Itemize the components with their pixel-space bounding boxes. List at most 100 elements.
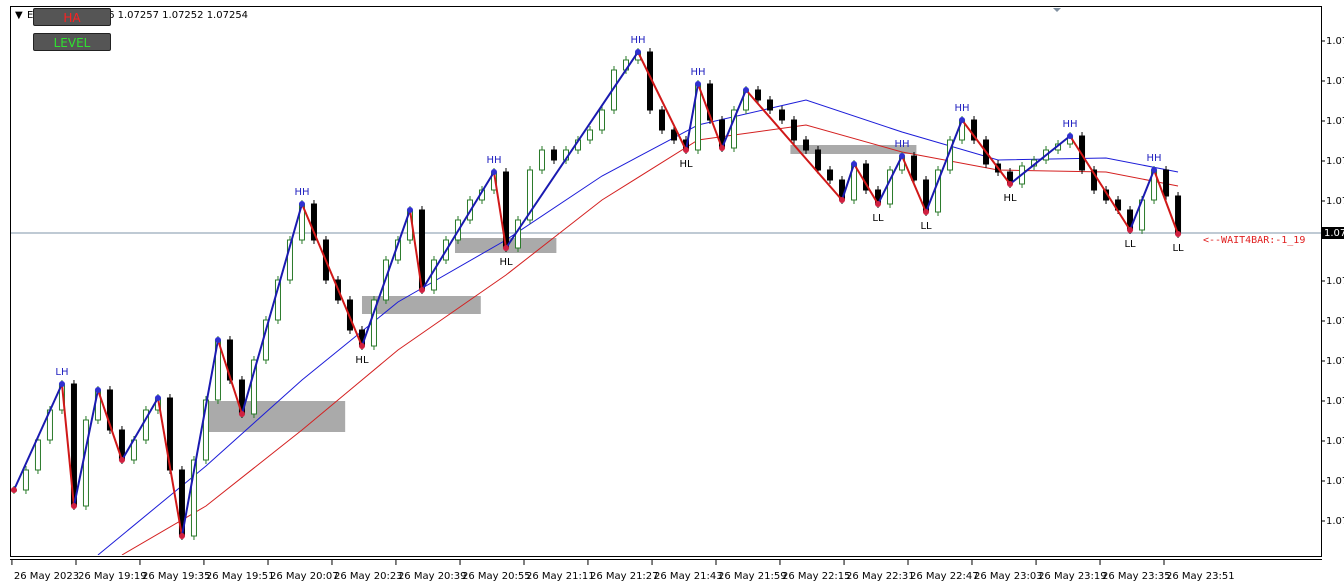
- candle: [815, 149, 822, 171]
- candle: [731, 109, 738, 149]
- zigzag-leg: [925, 119, 963, 213]
- pivot-label: LL: [1172, 243, 1184, 254]
- pivot-label: HH: [294, 187, 309, 198]
- candle: [346, 299, 353, 331]
- candle: [538, 149, 545, 171]
- zigzag-leg: [685, 83, 699, 151]
- y-tick-label: 1.07: [1326, 316, 1344, 327]
- x-tick-label: 26 May 21:59: [718, 571, 787, 582]
- candle: [755, 89, 762, 101]
- level-button[interactable]: LEVEL: [33, 33, 111, 51]
- ha-button[interactable]: HA: [33, 8, 111, 26]
- x-tick-label: 26 May 19:35: [142, 571, 211, 582]
- candle: [671, 129, 678, 141]
- candle: [22, 469, 29, 491]
- pivot: [875, 201, 882, 207]
- pivot-label: LL: [920, 221, 932, 232]
- pivot: [358, 343, 365, 349]
- ohlc-info: 7256 1.07257 1.07252 1.07254: [89, 10, 248, 21]
- zigzag-leg: [408, 209, 423, 291]
- pivot-label: HH: [1063, 119, 1078, 130]
- pivot-label: HL: [679, 159, 693, 170]
- candle: [586, 129, 593, 141]
- zigzag-leg: [13, 383, 63, 491]
- candle: [82, 419, 89, 507]
- candle: [310, 203, 317, 241]
- candle: [598, 109, 605, 131]
- pivot: [70, 503, 77, 509]
- pivot: [1127, 227, 1134, 233]
- zigzag-leg: [1129, 169, 1155, 231]
- pivot: [1151, 167, 1158, 173]
- pivot: [683, 147, 690, 153]
- plot-area: <--WAIT4BAR:-1_19 LH HH HL HH HL HH HL HH LL HH LL H…: [11, 35, 1321, 555]
- x-tick-label: 26 May 20:55: [462, 571, 531, 582]
- pivot: [154, 395, 161, 401]
- price-label-box: [1322, 227, 1344, 239]
- y-tick-label: 1.07: [1326, 196, 1344, 207]
- zigzag-leg: [301, 203, 363, 347]
- x-tick-label: 26 May 21:43: [654, 571, 723, 582]
- pivot: [1067, 133, 1074, 139]
- pivot: [406, 207, 413, 213]
- pivot-label: HH: [486, 155, 501, 166]
- candle: [142, 409, 149, 441]
- zigzag-leg: [97, 389, 123, 461]
- pivot: [923, 209, 930, 215]
- pivot-label: LL: [1124, 239, 1136, 250]
- x-tick-label: 26 May 23:35: [1102, 571, 1171, 582]
- y-tick-label: 1.07: [1326, 356, 1344, 367]
- pivot: [1175, 231, 1182, 237]
- candle: [526, 169, 533, 221]
- y-tick-label: 1.07: [1326, 516, 1344, 527]
- zigzag-leg: [361, 209, 411, 347]
- pivot: [959, 117, 966, 123]
- zigzag-leg: [60, 383, 75, 507]
- x-tick-label: 26 May 22:15: [782, 571, 851, 582]
- pivot: [839, 197, 846, 203]
- symbol: E: [27, 10, 33, 21]
- zigzag-leg: [505, 51, 639, 249]
- candle: [779, 109, 786, 121]
- pivot-label: HH: [894, 139, 909, 150]
- candle: [1163, 169, 1170, 197]
- x-tick-label: 26 May 22:47: [910, 571, 979, 582]
- candle: [791, 119, 798, 141]
- zigzag-leg: [637, 51, 687, 151]
- pivot-label: HH: [1147, 153, 1162, 164]
- menu-arrow: ▼: [15, 10, 23, 21]
- y-tick-label: 1.07: [1326, 156, 1344, 167]
- moving-average: [97, 99, 1179, 555]
- candle: [707, 83, 714, 121]
- plot-frame: [10, 6, 1322, 557]
- pivot: [298, 201, 305, 207]
- y-tick-label: 1.07: [1326, 436, 1344, 447]
- pivot: [178, 533, 185, 539]
- candle: [863, 163, 870, 191]
- pivot-label: LL: [872, 213, 884, 224]
- moving-average: [121, 124, 1179, 555]
- candle: [190, 459, 197, 537]
- candle: [106, 389, 113, 431]
- y-tick-label: 1.07: [1326, 396, 1344, 407]
- zigzag-leg: [1069, 135, 1131, 231]
- x-tick-label: 26 May 20:39: [398, 571, 467, 582]
- zigzag-leg: [180, 339, 219, 537]
- price-label: 1.07: [1324, 228, 1344, 239]
- candle: [1091, 169, 1098, 191]
- candle: [911, 155, 918, 181]
- x-tick-label: 26 May 20:23: [334, 571, 403, 582]
- pivot: [238, 411, 245, 417]
- x-tick-label: 26 May 2023: [14, 571, 79, 582]
- zone: [208, 401, 346, 432]
- x-tick-label: 26 May 23:19: [1038, 571, 1107, 582]
- zigzag-leg: [1009, 135, 1071, 185]
- candle: [658, 109, 665, 131]
- zigzag-leg: [745, 89, 843, 201]
- x-tick-label: 26 May 23:51: [1166, 571, 1235, 582]
- pivot: [11, 487, 17, 493]
- pivot: [1007, 181, 1014, 187]
